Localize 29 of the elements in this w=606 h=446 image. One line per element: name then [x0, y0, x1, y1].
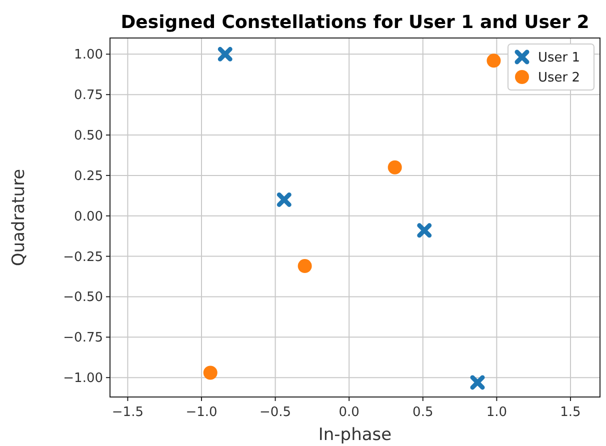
x-tick-label: 1.5 [560, 405, 581, 420]
legend-label: User 1 [538, 50, 580, 66]
y-tick-label: 0.50 [74, 128, 103, 144]
legend-label: User 2 [538, 70, 580, 86]
x-tick-label: −1.0 [186, 405, 218, 420]
y-tick-label: 0.25 [74, 168, 103, 184]
y-tick-label: −0.75 [63, 330, 103, 346]
x-tick-label: 0.0 [338, 405, 360, 420]
y-tick-label: −0.25 [63, 250, 103, 265]
point [298, 259, 312, 274]
point [486, 54, 501, 68]
point [218, 46, 232, 62]
y-tick-label: 1.00 [74, 48, 103, 63]
y-tick-label: 0.00 [74, 209, 103, 224]
point [417, 223, 432, 238]
x-tick-label: −1.5 [112, 405, 144, 420]
y-tick-label: −0.50 [63, 290, 103, 306]
y-tick-label: 0.75 [74, 88, 103, 104]
x-tick-label: 0.5 [412, 405, 434, 420]
x-tick-label: 1.0 [486, 405, 508, 420]
x-axis-title: In-phase [318, 425, 392, 445]
y-axis-title: Quadrature [9, 168, 29, 266]
point [203, 366, 218, 380]
point [276, 192, 292, 207]
y-tick-label: −1.00 [63, 371, 103, 386]
point [388, 160, 402, 174]
point [470, 375, 485, 390]
chart-title: Designed Constellations for User 1 and User 2 [120, 12, 590, 33]
x-tick-label: −0.5 [260, 405, 292, 420]
